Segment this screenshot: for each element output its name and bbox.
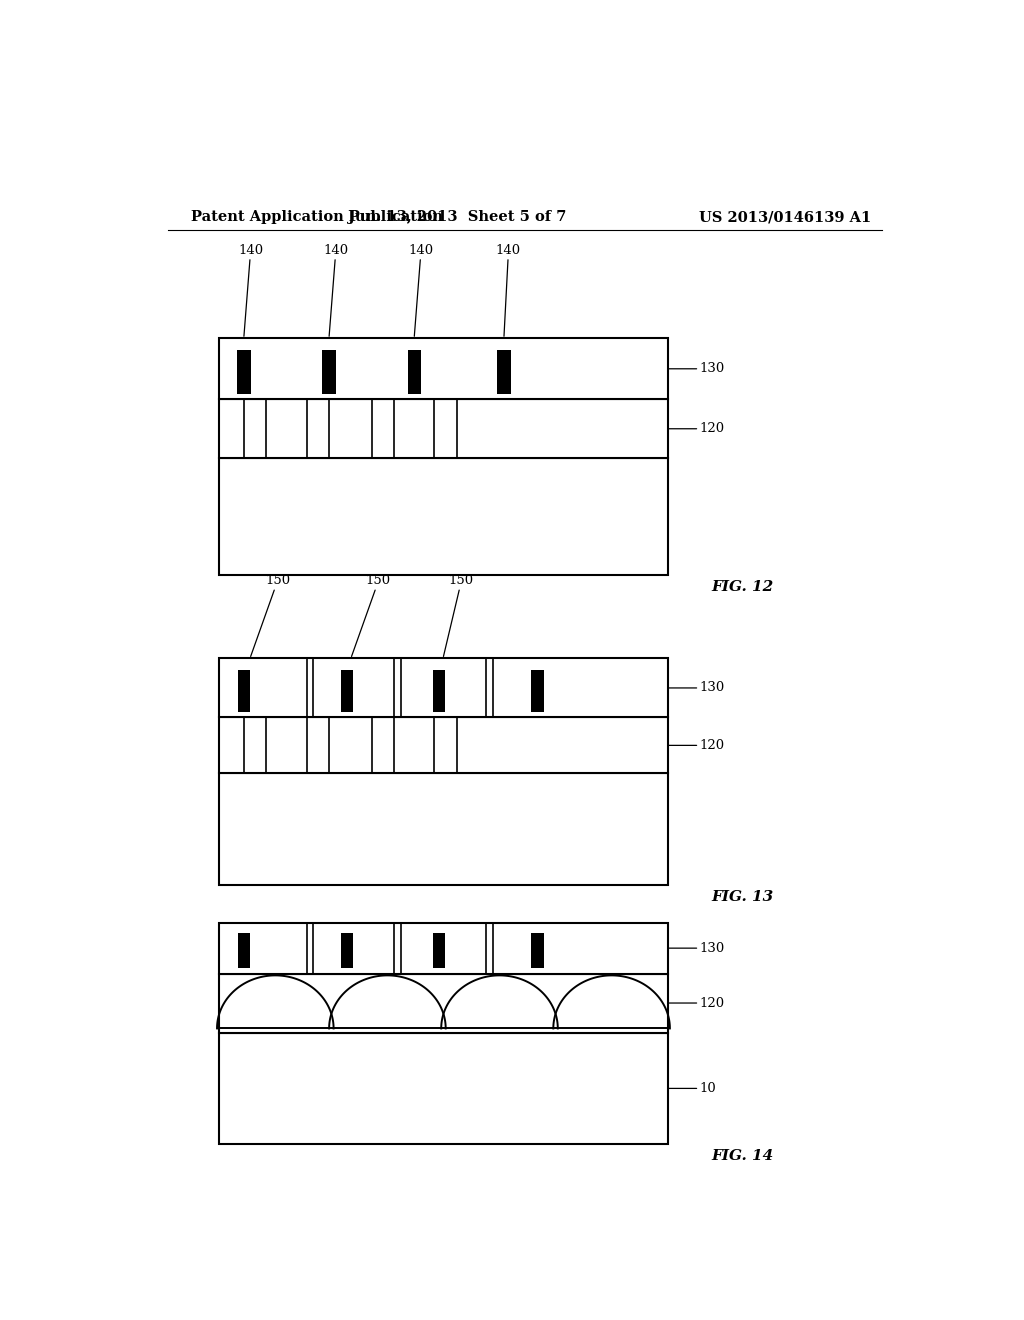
Text: 120: 120 [668,422,725,436]
Text: Jun. 13, 2013  Sheet 5 of 7: Jun. 13, 2013 Sheet 5 of 7 [348,210,566,224]
Bar [219,718,668,774]
Text: 130: 130 [668,362,725,375]
Text: 150: 150 [251,574,290,656]
Bar [323,351,336,395]
Text: 140: 140 [239,244,263,337]
Text: 10: 10 [668,1082,716,1094]
Bar [498,351,511,395]
Text: FIG. 13: FIG. 13 [712,890,773,904]
Text: FIG. 14: FIG. 14 [712,1150,773,1163]
Text: 120: 120 [668,997,725,1010]
Bar [341,933,353,969]
Text: US 2013/0146139 A1: US 2013/0146139 A1 [699,210,871,224]
Bar [219,774,668,886]
Text: 130: 130 [668,941,725,954]
Text: 130: 130 [668,681,725,694]
Bar [531,933,544,969]
Bar [433,671,445,711]
Text: 140: 140 [496,244,521,337]
Text: 140: 140 [409,244,433,337]
Bar [433,933,445,969]
Bar [219,1032,668,1144]
Bar [219,923,668,974]
Text: 140: 140 [324,244,348,337]
Text: 150: 150 [443,574,474,656]
Bar [219,399,668,458]
Bar [341,671,353,711]
Bar [219,974,668,1032]
Text: FIG. 12: FIG. 12 [712,581,773,594]
Bar [238,933,250,969]
Bar [219,338,668,399]
Bar [531,671,544,711]
Bar [219,458,668,576]
Bar [238,671,250,711]
Bar [219,659,668,718]
Text: 120: 120 [668,739,725,752]
Bar [238,351,251,395]
Text: 150: 150 [351,574,391,656]
Bar [408,351,421,395]
Text: Patent Application Publication: Patent Application Publication [191,210,443,224]
